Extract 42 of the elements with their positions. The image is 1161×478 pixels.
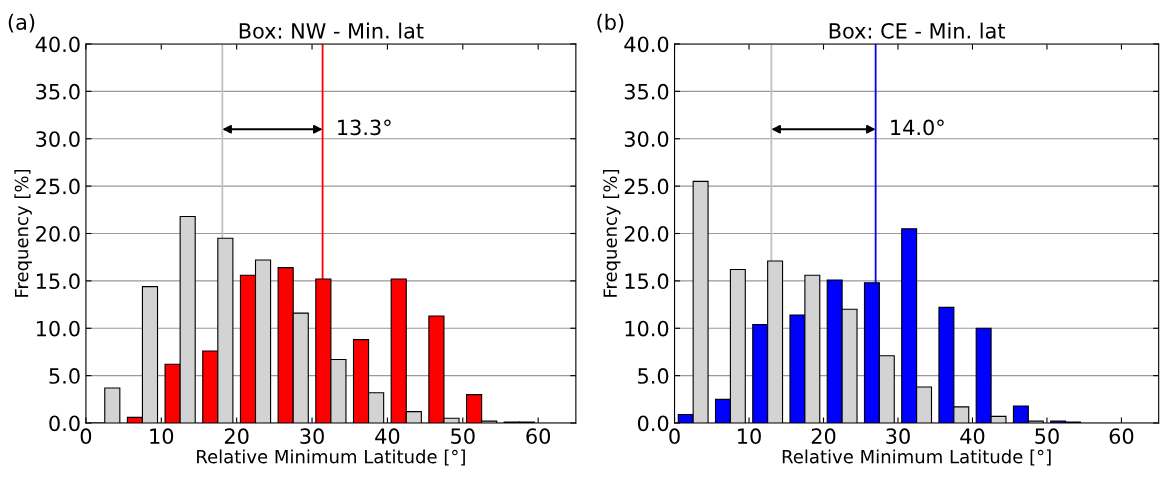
y-tick-label: 20.0	[36, 225, 80, 242]
annotation: 13.3°	[338, 119, 391, 136]
x-tick-label: 0	[80, 428, 92, 445]
y-tick-label: 15.0	[625, 273, 669, 290]
x-tick-label: 20	[224, 428, 249, 445]
text: (a)	[8, 13, 35, 33]
x-tick-label: 60	[1109, 428, 1134, 445]
y-axis-title: Frequency [%]	[14, 169, 32, 297]
y-tick-label: 35.0	[624, 83, 669, 100]
x-tick-label: 40	[960, 428, 985, 445]
y-tick-label: 10.0	[625, 320, 669, 337]
y-tick-label: 40.0	[624, 36, 669, 53]
y-axis-title: Frequency [%]	[603, 169, 621, 297]
x-tick-label: 50	[1035, 428, 1059, 445]
x-tick-label: 20	[811, 428, 836, 445]
y-tick-label: 25.0	[624, 178, 669, 195]
y-tick-label: 25.0	[36, 178, 80, 195]
y-tick-label: 20.0	[624, 225, 669, 242]
y-tick-label: 15.0	[36, 273, 80, 290]
x-tick-label: 0	[669, 428, 680, 445]
y-tick-label: 0.0	[49, 415, 80, 432]
y-tick-label: 40.0	[35, 36, 80, 53]
x-tick-label: 10	[738, 428, 761, 445]
y-tick-label: 30.0	[36, 131, 80, 147]
chart-title: Box: NW - Min. lat	[239, 22, 424, 39]
chart-title: Box: CE - Min. lat	[829, 22, 1005, 39]
y-tick-label: 5.0	[49, 368, 80, 384]
x-tick-label: 60	[526, 428, 551, 445]
x-tick-label: 30	[300, 428, 324, 445]
y-tick-label: 35.0	[36, 83, 80, 100]
x-tick-label: 10	[150, 428, 174, 445]
x-axis-title: Relative Minimum Latitude [°]	[782, 449, 1051, 466]
x-tick-label: 40	[375, 428, 400, 445]
y-tick-label: 30.0	[624, 131, 669, 147]
y-tick-label: 10.0	[36, 320, 80, 337]
annotation: 14.0°	[891, 119, 944, 136]
y-tick-label: 0.0	[637, 415, 669, 432]
x-tick-label: 50	[451, 428, 475, 445]
x-axis-title: Relative Minimum Latitude [°]	[197, 449, 465, 466]
text: (b)	[597, 13, 624, 33]
x-tick-label: 30	[886, 428, 910, 445]
y-tick-label: 5.0	[638, 368, 669, 384]
